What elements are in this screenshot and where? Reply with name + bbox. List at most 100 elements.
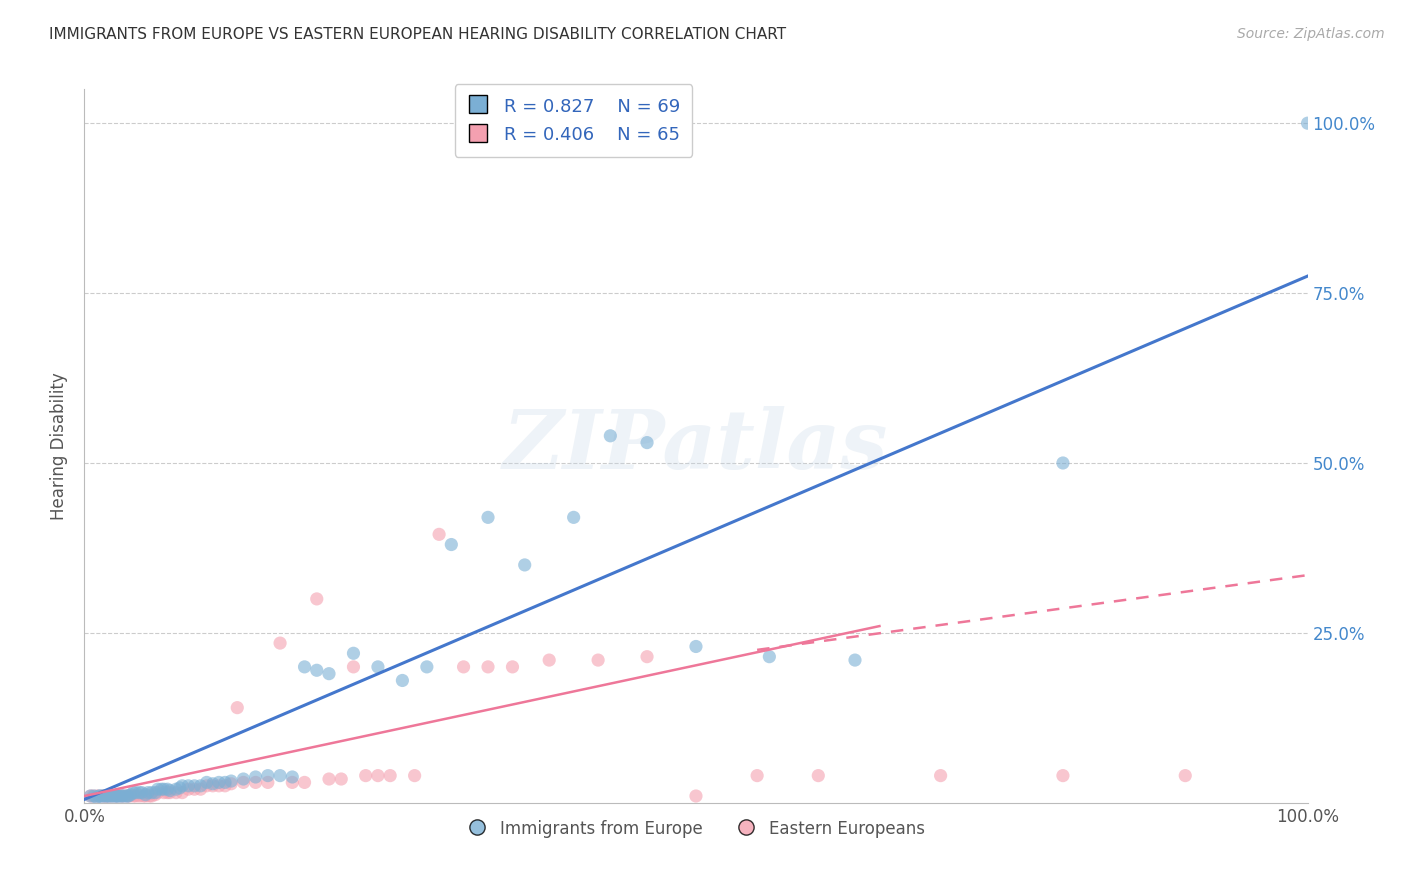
Point	[91, 789, 114, 803]
Point	[110, 789, 132, 803]
Point	[131, 786, 153, 800]
Point	[257, 769, 280, 783]
Point	[97, 789, 120, 803]
Point	[87, 789, 110, 803]
Point	[96, 789, 118, 803]
Point	[87, 789, 110, 803]
Point	[165, 786, 187, 800]
Point	[146, 786, 169, 800]
Point	[159, 783, 181, 797]
Point	[330, 772, 353, 786]
Point	[807, 769, 830, 783]
Point	[440, 537, 463, 551]
Point	[214, 775, 236, 789]
Point	[477, 660, 499, 674]
Point	[367, 660, 389, 674]
Point	[132, 789, 155, 803]
Point	[135, 788, 157, 802]
Point	[156, 786, 179, 800]
Point	[586, 653, 609, 667]
Point	[153, 786, 176, 800]
Point	[172, 786, 194, 800]
Point	[159, 786, 181, 800]
Point	[86, 790, 108, 805]
Point	[101, 789, 124, 803]
Point	[169, 780, 191, 795]
Point	[294, 660, 316, 674]
Point	[153, 782, 176, 797]
Point	[453, 660, 475, 674]
Point	[269, 636, 291, 650]
Point	[1296, 116, 1319, 130]
Point	[281, 770, 304, 784]
Point	[201, 777, 224, 791]
Point	[391, 673, 413, 688]
Point	[502, 660, 524, 674]
Point	[305, 663, 328, 677]
Point	[97, 789, 120, 803]
Point	[380, 769, 402, 783]
Point	[79, 789, 101, 803]
Point	[115, 789, 138, 803]
Point	[1174, 769, 1197, 783]
Point	[201, 779, 224, 793]
Point	[91, 789, 114, 803]
Point	[89, 789, 111, 803]
Point	[208, 775, 231, 789]
Point	[636, 649, 658, 664]
Point	[562, 510, 585, 524]
Point	[110, 789, 132, 803]
Point	[844, 653, 866, 667]
Point	[318, 666, 340, 681]
Point	[114, 789, 136, 803]
Point	[100, 789, 122, 803]
Point	[107, 789, 129, 803]
Point	[138, 789, 160, 803]
Point	[165, 782, 187, 797]
Point	[118, 789, 141, 803]
Point	[427, 527, 450, 541]
Point	[354, 769, 377, 783]
Legend: Immigrants from Europe, Eastern Europeans: Immigrants from Europe, Eastern European…	[460, 813, 932, 845]
Point	[318, 772, 340, 786]
Point	[150, 782, 173, 797]
Point	[143, 786, 166, 800]
Point	[190, 782, 212, 797]
Text: ZIPatlas: ZIPatlas	[503, 406, 889, 486]
Text: Source: ZipAtlas.com: Source: ZipAtlas.com	[1237, 27, 1385, 41]
Point	[104, 789, 127, 803]
Point	[367, 769, 389, 783]
Point	[416, 660, 439, 674]
Point	[143, 788, 166, 802]
Point	[195, 775, 218, 789]
Point	[105, 789, 128, 803]
Point	[104, 789, 127, 803]
Point	[122, 786, 145, 800]
Point	[177, 779, 200, 793]
Point	[305, 591, 328, 606]
Point	[141, 789, 163, 803]
Point	[1052, 456, 1074, 470]
Point	[281, 775, 304, 789]
Point	[111, 789, 134, 803]
Point	[120, 788, 142, 802]
Point	[94, 789, 117, 803]
Point	[112, 789, 135, 803]
Point	[636, 435, 658, 450]
Point	[269, 769, 291, 783]
Point	[685, 640, 707, 654]
Point	[96, 789, 118, 803]
Point	[342, 660, 364, 674]
Point	[404, 769, 426, 783]
Point	[97, 789, 120, 803]
Point	[183, 782, 205, 797]
Point	[219, 777, 242, 791]
Point	[135, 789, 157, 803]
Point	[136, 786, 159, 800]
Point	[115, 789, 138, 803]
Point	[105, 789, 128, 803]
Point	[141, 786, 163, 800]
Point	[79, 789, 101, 803]
Point	[105, 789, 128, 803]
Point	[513, 558, 536, 572]
